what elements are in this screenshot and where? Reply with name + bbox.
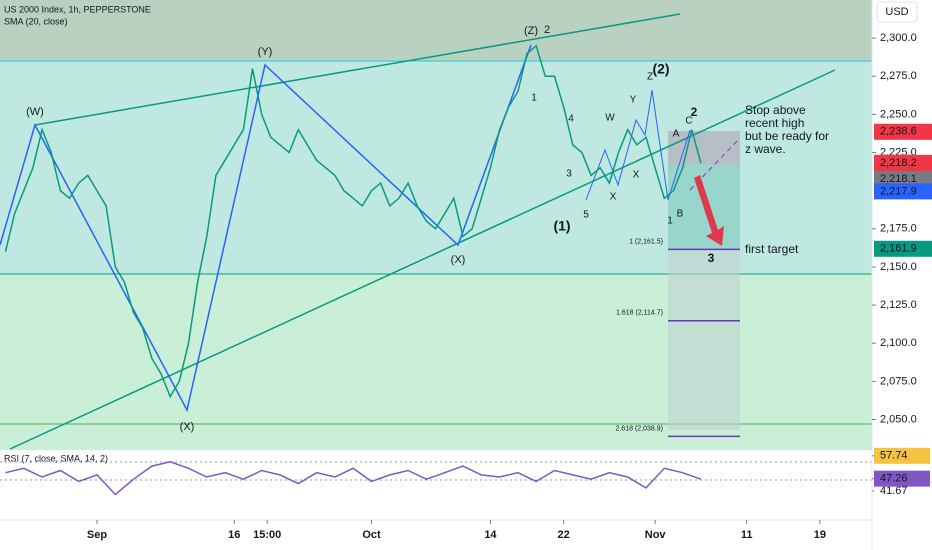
annotation: 3 (708, 251, 715, 265)
trendline (34, 13, 681, 126)
annotation: (W) (26, 106, 44, 118)
annotation: first target (745, 242, 799, 256)
rsi-pane (0, 450, 872, 520)
y-tick-label: 2,125.0 (880, 299, 917, 311)
price-label: 2,161.9 (880, 243, 917, 255)
annotation: Y (630, 95, 637, 106)
x-tick-label: Sep (87, 529, 107, 541)
annotation: 5 (583, 210, 589, 221)
price-label-box (874, 183, 932, 200)
fib-label: 1 (2,161.5) (629, 238, 663, 245)
annotation: B (677, 209, 684, 220)
price-label: 2,218.2 (880, 157, 917, 169)
annotation: 3 (566, 169, 572, 180)
annotation: (Y) (258, 46, 273, 58)
wave-lines (0, 44, 532, 413)
y-tick-label: 2,050.0 (880, 413, 917, 425)
rsi-title: RSI (7, close, SMA, 14, 2) (4, 453, 108, 463)
fib-label: 2.618 (2,038.9) (616, 425, 663, 432)
price-label-box (874, 171, 932, 188)
rsi-tick-label: 47.26 (880, 473, 908, 485)
annotation: z wave. (745, 142, 786, 156)
price-label: 2,217.9 (880, 185, 917, 197)
x-tick-label: 15:00 (253, 529, 281, 541)
wave-lines (585, 89, 691, 201)
currency: USD (885, 6, 908, 18)
annotation: 1 (667, 216, 673, 227)
fib-label: 1.618 (2,114.7) (616, 310, 663, 317)
chart-title: US 2000 Index, 1h, PEPPERSTONE (4, 4, 151, 14)
extension-box (668, 250, 740, 430)
annotation: X (633, 170, 640, 181)
annotation: Z (647, 72, 653, 83)
rsi-tick-label: 57.74 (880, 450, 908, 462)
rsi-tick-box (874, 470, 930, 487)
y-tick-label: 2,100.0 (880, 337, 917, 349)
y-tick-label: 2,250.0 (880, 108, 917, 120)
stop-box (668, 131, 740, 165)
y-tick-label: 2,075.0 (880, 375, 917, 387)
x-tick-label: 14 (484, 529, 497, 541)
x-tick-label: 22 (558, 529, 570, 541)
annotation: but be ready for (745, 129, 829, 143)
annotation: A (673, 129, 680, 140)
x-tick-label: 19 (814, 529, 826, 541)
annotation: 2 (691, 105, 698, 119)
y-tick-label: 2,275.0 (880, 70, 917, 82)
x-tick-label: 16 (228, 529, 240, 541)
annotation: Stop above (745, 103, 806, 117)
annotation: (Z) (524, 25, 538, 37)
trendline (9, 69, 836, 450)
price-label: 2,238.6 (880, 126, 917, 138)
annotation: (2) (652, 61, 669, 77)
currency-box (876, 1, 918, 23)
annotation: C (685, 116, 692, 127)
x-tick-label: Oct (362, 529, 381, 541)
annotation: X (610, 192, 617, 203)
annotation: 4 (568, 114, 574, 125)
annotation: 2 (544, 24, 550, 36)
y-tick-label: 2,300.0 (880, 32, 917, 44)
rsi-tick-box (874, 447, 930, 464)
y-tick-label: 2,150.0 (880, 261, 917, 273)
indicator-label: SMA (20, close) (4, 16, 68, 26)
price-label-box (874, 240, 932, 257)
rsi-tick-label: 41.67 (880, 485, 908, 497)
arrow (694, 175, 724, 246)
price-label: 2,218.1 (880, 173, 917, 185)
price-line (4, 44, 702, 399)
annotation: (1) (553, 218, 570, 234)
annotation: 1 (531, 93, 537, 104)
rsi-line (5, 461, 702, 496)
annotation: recent high (745, 116, 804, 130)
price-label-box (874, 123, 932, 140)
y-tick-label: 2,175.0 (880, 223, 917, 235)
zone-top (0, 0, 872, 61)
x-tick-label: Nov (645, 529, 667, 541)
zone-mid (0, 61, 872, 274)
annotation: (X) (180, 421, 195, 433)
x-tick-label: 11 (741, 529, 753, 541)
annotation: W (605, 113, 615, 124)
annotation: (X) (451, 254, 466, 266)
